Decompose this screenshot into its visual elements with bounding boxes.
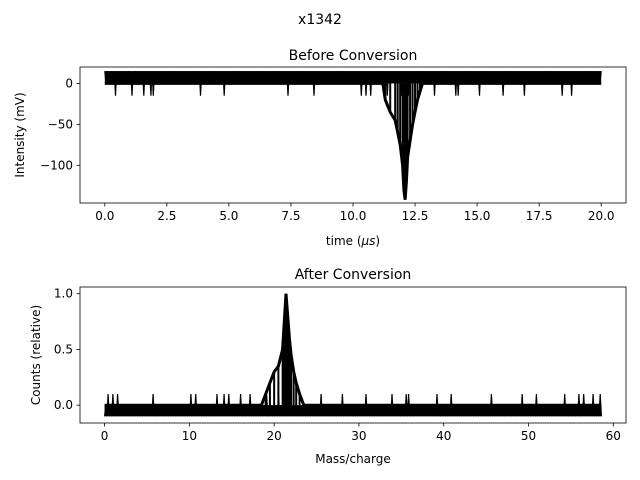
x-axis-label-suffix: ) (375, 234, 380, 248)
y-tick-label: 0.5 (54, 342, 73, 356)
x-tick-label: 50 (521, 429, 536, 443)
x-tick-label: 2.5 (157, 209, 176, 223)
chart-after-conversion: After Conversion 0 10 20 30 40 50 60 0.0 0.5 1.0… (29, 267, 627, 466)
x-axis-label-prefix: time ( (326, 234, 362, 248)
y-tick-label: −100 (40, 158, 73, 172)
chart-title: After Conversion (295, 267, 412, 283)
plot-area-frame (79, 66, 627, 204)
series-line (104, 293, 602, 407)
x-tick-label: 60 (606, 429, 621, 443)
y-tick-label: 0.0 (54, 398, 73, 412)
x-tick-label: 20 (267, 429, 282, 443)
y-axis-label: Intensity (mV) (13, 92, 27, 177)
y-ticks: 0 −50 −100 (40, 76, 80, 172)
x-tick-label: 12.5 (402, 209, 429, 223)
series-layer (104, 71, 602, 200)
x-tick-label: 17.5 (526, 209, 553, 223)
chart-title: Before Conversion (289, 48, 418, 64)
y-ticks: 0.0 0.5 1.0 (54, 287, 80, 412)
x-tick-label: 0.0 (95, 209, 114, 223)
series-band-body (104, 71, 602, 84)
x-tick-label: 20.0 (588, 209, 615, 223)
x-axis-label-unit: μs (361, 234, 376, 248)
x-axis-label: time (μs) (326, 234, 380, 248)
x-tick-label: 30 (351, 429, 366, 443)
y-tick-label: −50 (48, 117, 73, 131)
x-tick-label: 5.0 (219, 209, 238, 223)
plot-area-frame (79, 286, 627, 424)
y-tick-label: 1.0 (54, 287, 73, 301)
suptitle: x1342 (298, 12, 342, 28)
y-tick-label: 0 (65, 76, 73, 90)
x-axis-label: Mass/charge (315, 452, 391, 466)
x-tick-label: 7.5 (281, 209, 300, 223)
series-line (104, 81, 602, 200)
x-ticks: 0.0 2.5 5.0 7.5 10.0 12.5 15.0 17.5 20.0 (95, 203, 615, 223)
x-tick-label: 40 (436, 429, 451, 443)
y-axis-label: Counts (relative) (29, 305, 43, 405)
series-band-body (104, 405, 602, 417)
x-tick-label: 15.0 (464, 209, 491, 223)
x-tick-label: 10 (182, 429, 197, 443)
x-tick-label: 0 (101, 429, 109, 443)
series-layer (104, 293, 602, 417)
x-ticks: 0 10 20 30 40 50 60 (101, 423, 621, 443)
chart-before-conversion: Before Conversion 0.0 2.5 5.0 7.5 10.0 12.5 15… (13, 48, 627, 248)
x-tick-label: 10.0 (340, 209, 367, 223)
